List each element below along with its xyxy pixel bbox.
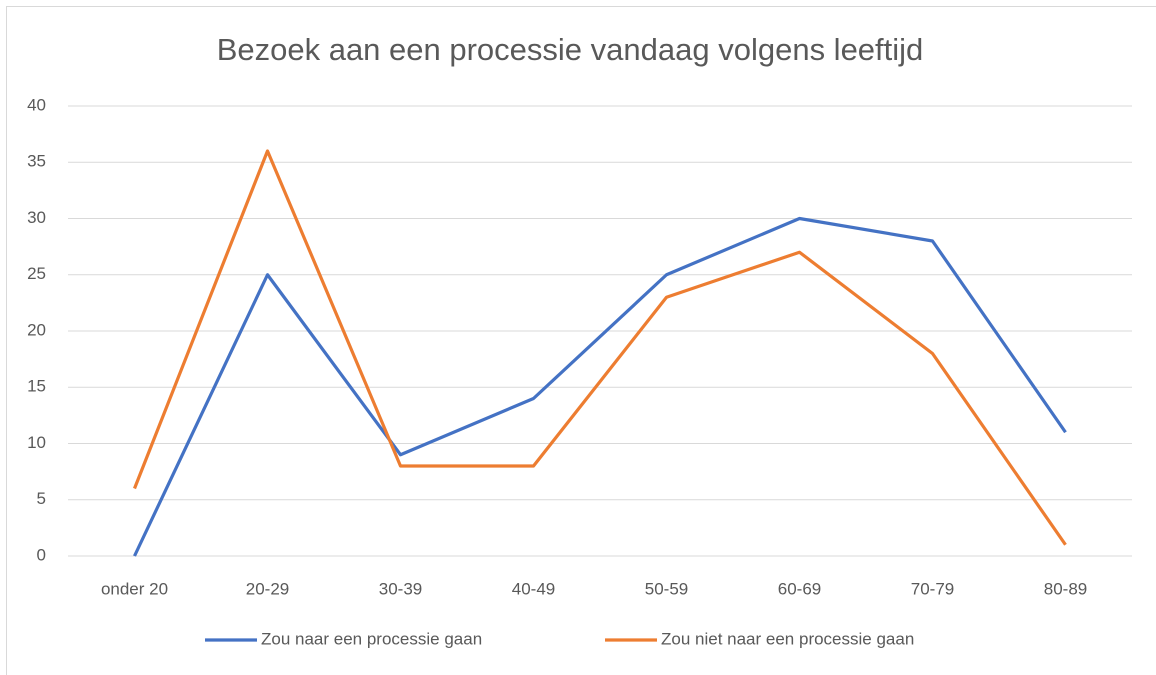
y-tick-label: 0	[37, 545, 46, 564]
series-line	[133, 149, 1067, 546]
x-tick-label: 30-39	[379, 579, 422, 598]
y-tick-label: 35	[27, 152, 46, 171]
y-tick-label: 25	[27, 264, 46, 283]
y-tick-label: 30	[27, 208, 46, 227]
x-tick-label: 80-89	[1044, 579, 1087, 598]
x-tick-label: 60-69	[778, 579, 821, 598]
x-tick-label: 50-59	[645, 579, 688, 598]
chart-title: Bezoek aan een processie vandaag volgens…	[217, 32, 924, 67]
y-tick-label: 10	[27, 433, 46, 452]
chart-frame	[6, 6, 1156, 675]
series-line	[133, 216, 1067, 557]
y-tick-label: 5	[37, 489, 46, 508]
legend-label: Zou niet naar een processie gaan	[661, 629, 914, 648]
y-tick-label: 40	[27, 95, 46, 114]
y-tick-label: 20	[27, 320, 46, 339]
x-tick-label: 70-79	[911, 579, 954, 598]
y-tick-label: 15	[27, 377, 46, 396]
x-tick-label: 20-29	[246, 579, 289, 598]
x-tick-label: 40-49	[512, 579, 555, 598]
legend-label: Zou naar een processie gaan	[261, 629, 482, 648]
x-tick-label: onder 20	[101, 579, 168, 598]
